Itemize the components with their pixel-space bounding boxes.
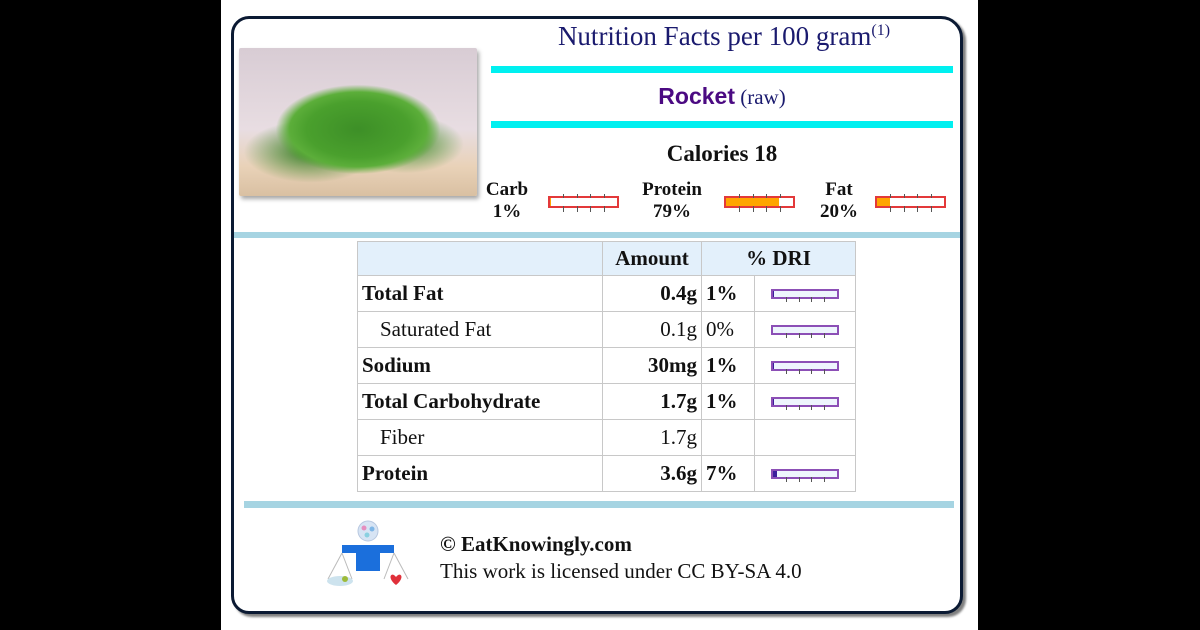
license-link[interactable]: This work is licensed under CC BY-SA 4.0 — [440, 559, 802, 583]
table-row: Protein 3.6g 7% — [357, 455, 856, 492]
nutrient-dri-bar-cell — [754, 347, 856, 384]
table-row: Fiber 1.7g — [357, 419, 856, 456]
label-title: Nutrition Facts per 100 gram(1) — [494, 21, 954, 52]
nutrient-amount: 1.7g — [602, 419, 702, 456]
nutrient-amount: 0.1g — [602, 311, 702, 348]
macro-percent: 79% — [653, 201, 691, 222]
cyan-rule-top — [491, 66, 953, 73]
nutrition-label-card: Nutrition Facts per 100 gram(1) Rocket (… — [231, 16, 963, 614]
cyan-rule-bottom — [491, 121, 953, 128]
footer-text: © EatKnowingly.com This work is licensed… — [440, 531, 802, 585]
nutrient-dri-percent: 0% — [701, 311, 755, 348]
dri-bar — [771, 396, 839, 410]
macro-percent: 1% — [492, 201, 522, 222]
food-photo — [239, 48, 477, 196]
nutrient-dri-bar-cell — [754, 455, 856, 492]
nutrient-label: Fiber — [357, 419, 603, 456]
table-row: Sodium 30mg 1% — [357, 347, 856, 384]
macro-label: Protein — [642, 179, 702, 200]
dri-bar — [771, 324, 839, 338]
header-amount: Amount — [602, 241, 702, 276]
food-name-text: Rocket — [658, 83, 735, 109]
macro-bar-carb — [548, 194, 619, 212]
footer-divider — [244, 501, 954, 508]
calories: Calories 18 — [666, 141, 778, 166]
page: Nutrition Facts per 100 gram(1) Rocket (… — [221, 0, 978, 630]
nutrient-dri-percent: 1% — [701, 383, 755, 420]
header-dri: % DRI — [701, 241, 856, 276]
dri-bar-fill — [773, 290, 774, 297]
food-name: Rocket (raw) — [491, 83, 953, 110]
copyright-link[interactable]: © EatKnowingly.com — [440, 532, 632, 556]
table-row: Total Carbohydrate 1.7g 1% — [357, 383, 856, 420]
nutrient-dri-percent — [701, 419, 755, 456]
header-nutrient — [357, 241, 603, 276]
nutrient-label: Sodium — [357, 347, 603, 384]
nutrient-dri-bar-cell — [754, 311, 856, 348]
nutrient-amount: 1.7g — [602, 383, 702, 420]
section-divider — [234, 232, 960, 238]
macro-bar-fill — [550, 198, 551, 206]
macro-carb: Carb 1% — [482, 179, 532, 223]
nutrient-dri-bar-cell — [754, 419, 856, 456]
nutrient-dri-percent: 1% — [701, 275, 755, 312]
nutrient-label: Total Fat — [357, 275, 603, 312]
table-header-row: Amount % DRI — [357, 241, 856, 276]
dri-bar-fill — [773, 398, 774, 405]
footnote-link[interactable]: (1) — [871, 22, 891, 39]
nutrient-table: Amount % DRI Total Fat 0.4g 1% Saturated Fa… — [357, 241, 856, 492]
nutrient-label: Saturated Fat — [357, 311, 603, 348]
table-row: Saturated Fat 0.1g 0% — [357, 311, 856, 348]
nutrient-amount: 3.6g — [602, 455, 702, 492]
nutrient-dri-percent: 1% — [701, 347, 755, 384]
dri-bar — [771, 360, 839, 374]
macro-bar-fill — [726, 198, 779, 206]
dri-bar — [771, 468, 839, 482]
nutrient-dri-bar-cell — [754, 275, 856, 312]
dri-bar — [771, 288, 839, 302]
macro-percent: 20% — [820, 201, 858, 222]
macro-bar-fill — [877, 198, 891, 206]
table-row: Total Fat 0.4g 1% — [357, 275, 856, 312]
food-qualifier: (raw) — [740, 85, 786, 109]
macro-protein: Protein 79% — [634, 179, 710, 223]
nutrient-dri-bar-cell — [754, 383, 856, 420]
macro-fat: Fat 20% — [814, 179, 864, 223]
dri-bar-fill — [773, 362, 774, 369]
scale-person-logo-icon — [327, 520, 409, 586]
dri-bar-fill — [773, 470, 778, 477]
macro-label: Fat — [825, 179, 853, 200]
nutrient-label: Total Carbohydrate — [357, 383, 603, 420]
macro-bar-protein — [724, 194, 795, 212]
macro-label: Carb — [485, 179, 529, 200]
nutrient-amount: 0.4g — [602, 275, 702, 312]
nutrient-amount: 30mg — [602, 347, 702, 384]
title-text: Nutrition Facts per 100 gram — [557, 21, 872, 51]
nutrient-dri-percent: 7% — [701, 455, 755, 492]
nutrient-label: Protein — [357, 455, 603, 492]
macro-bar-fat — [875, 194, 946, 212]
